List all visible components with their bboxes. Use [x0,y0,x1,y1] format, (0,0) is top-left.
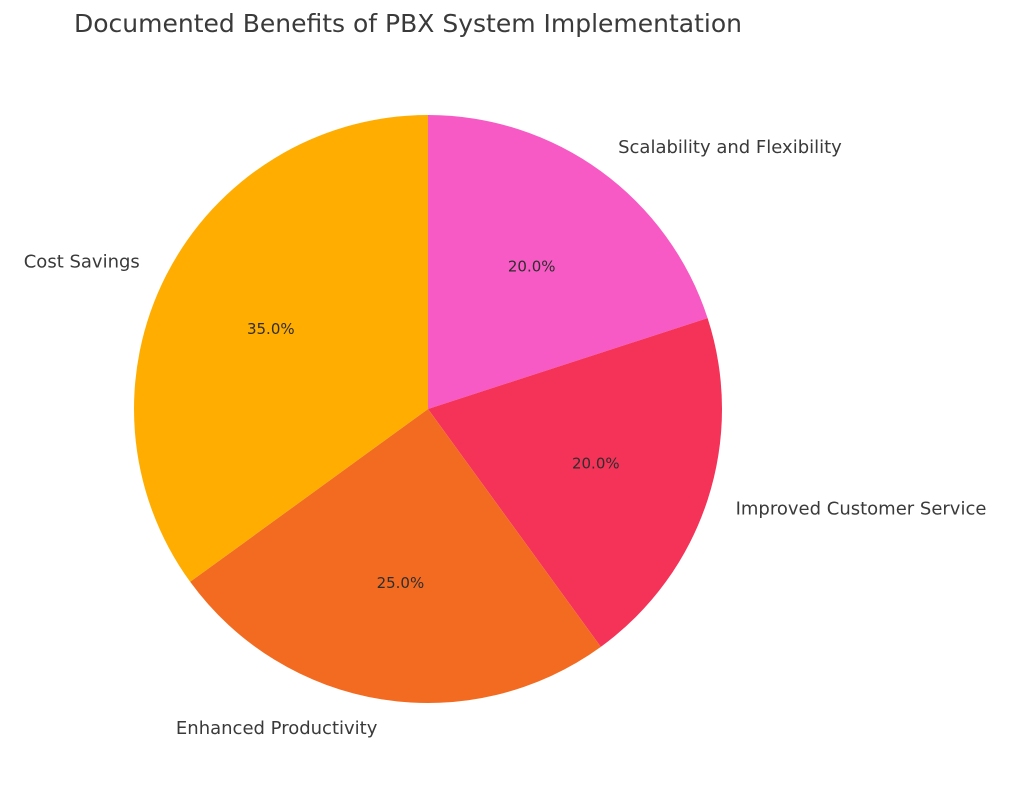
chart-title: Documented Benefits of PBX System Implem… [74,9,742,38]
pie-slice-improved-customer-service [428,318,722,647]
pie-value-label-enhanced-productivity: 25.0% [377,574,425,592]
pie-category-label-enhanced-productivity: Enhanced Productivity [176,718,378,739]
pie-slice-enhanced-productivity [190,409,601,703]
pie-slices [134,115,722,703]
pie-value-label-cost-savings: 35.0% [247,320,295,338]
pie-labels: 20.0% Scalability and Flexibility 20.0% Imp… [24,137,987,739]
pie-value-label-scalability-and-flexibility: 20.0% [508,257,556,275]
pie-value-label-improved-customer-service: 20.0% [572,455,620,473]
pie-slice-scalability-and-flexibility [428,115,708,409]
pie-category-label-cost-savings: Cost Savings [24,252,140,273]
pie-category-label-improved-customer-service: Improved Customer Service [736,498,987,519]
pie-category-label-scalability-and-flexibility: Scalability and Flexibility [618,137,842,158]
pie-slice-cost-savings [134,115,428,582]
